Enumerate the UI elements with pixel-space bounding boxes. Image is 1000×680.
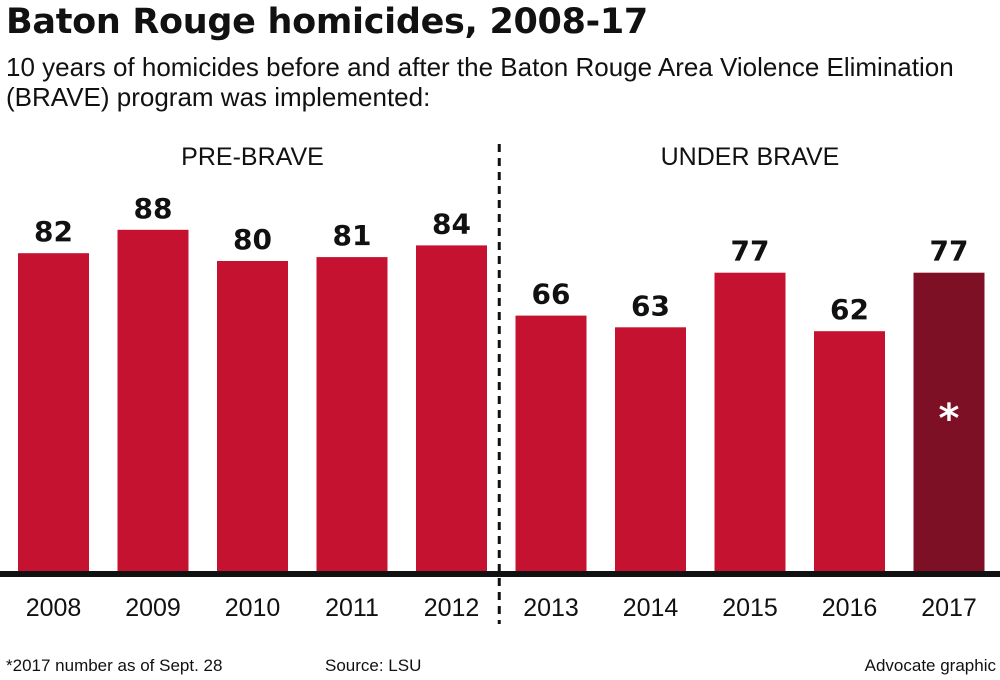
data-label-2014: 63: [631, 289, 670, 322]
bar-2012: [416, 245, 487, 573]
chart-subtitle: 10 years of homicides before and after t…: [6, 52, 954, 112]
data-label-2017: 77: [930, 235, 969, 268]
x-tick-2012: 2012: [424, 594, 480, 622]
bar-2008: [18, 253, 89, 573]
asterisk-annotation: *: [939, 396, 960, 442]
source-credit: Source: LSU: [325, 656, 422, 675]
data-label-2009: 88: [134, 192, 173, 225]
bar-2016: [814, 331, 885, 573]
group-label-under-brave: UNDER BRAVE: [661, 143, 840, 171]
x-tick-2009: 2009: [125, 594, 181, 622]
bar-2011: [316, 257, 388, 573]
data-label-2015: 77: [731, 235, 770, 268]
data-label-2012: 84: [432, 207, 471, 240]
bar-2010: [217, 261, 288, 573]
x-tick-2014: 2014: [623, 594, 679, 622]
data-label-2013: 66: [532, 278, 571, 311]
x-tick-2017: 2017: [921, 594, 977, 622]
bar-2014: [615, 327, 686, 573]
bar-2009: [117, 229, 189, 574]
x-tick-2008: 2008: [26, 594, 82, 622]
x-tick-2016: 2016: [822, 594, 878, 622]
bar-2015: [714, 272, 786, 573]
data-label-2008: 82: [34, 215, 73, 248]
x-tick-2010: 2010: [225, 594, 281, 622]
group-label-pre-brave: PRE-BRAVE: [181, 143, 324, 171]
footnote: *2017 number as of Sept. 28: [6, 656, 223, 675]
data-label-2010: 80: [233, 223, 272, 256]
bar-2017: [913, 272, 985, 573]
chart-title: Baton Rouge homicides, 2008-17: [6, 2, 648, 42]
data-label-2016: 62: [830, 293, 869, 326]
bar-2013: [515, 315, 587, 573]
data-label-2011: 81: [333, 219, 372, 252]
graphic-credit: Advocate graphic: [864, 656, 996, 675]
x-tick-2015: 2015: [722, 594, 778, 622]
x-tick-2013: 2013: [523, 594, 579, 622]
x-tick-2011: 2011: [325, 594, 379, 622]
